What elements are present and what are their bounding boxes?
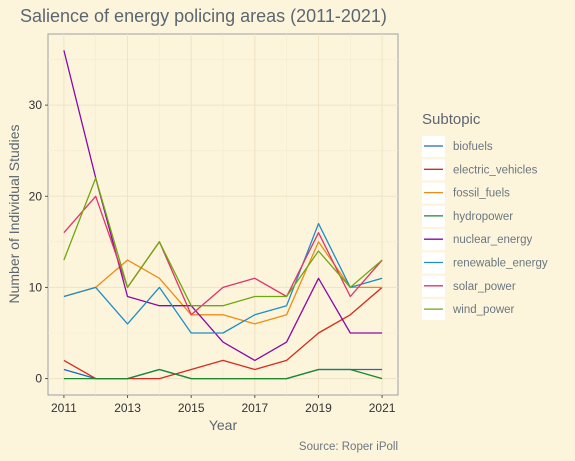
y-axis-title: Number of Individual Studies [6,125,22,304]
legend-label-hydropower: hydropower [453,211,513,223]
y-tick-label: 20 [29,189,43,203]
axis-ticks: 2011 2013 2015 2017 2019 2021 0 10 20 30 [29,98,396,415]
legend-label-nuclear-energy: nuclear_energy [453,234,533,246]
legend-label-renewable-energy: renewable_energy [453,258,548,270]
x-tick-label: 2013 [114,401,141,415]
x-tick-label: 2021 [369,401,396,415]
y-tick-label: 30 [29,98,43,112]
series-line-solar-power [63,195,383,316]
series-line-fossil-fuels [63,241,383,325]
legend-label-biofuels: biofuels [453,141,493,153]
series-line-wind-power [63,177,383,307]
x-tick-label: 2017 [241,401,268,415]
series-line-hydropower [63,368,383,380]
legend-label-solar-power: solar_power [453,281,516,293]
series-lines [63,50,383,380]
series-line-renewable-energy [63,222,383,334]
y-tick-label: 0 [35,372,42,386]
x-tick-label: 2019 [305,401,332,415]
x-tick-label: 2015 [178,401,205,415]
caption: Source: Roper iPoll [299,441,398,453]
grid [48,34,398,395]
legend-label-fossil-fuels: fossil_fuels [453,188,510,200]
chart-title: Salience of energy policing areas (2011-… [20,6,387,26]
legend-label-electric-vehicles: electric_vehicles [453,164,538,176]
legend: Subtopic biofuels electric_vehiclesfossil… [422,111,548,321]
y-tick-label: 10 [29,280,43,294]
legend-title: Subtopic [422,111,481,128]
x-tick-label: 2011 [51,401,77,415]
legend-label-wind-power: wind_power [452,304,515,316]
x-axis-title: Year [209,417,238,433]
